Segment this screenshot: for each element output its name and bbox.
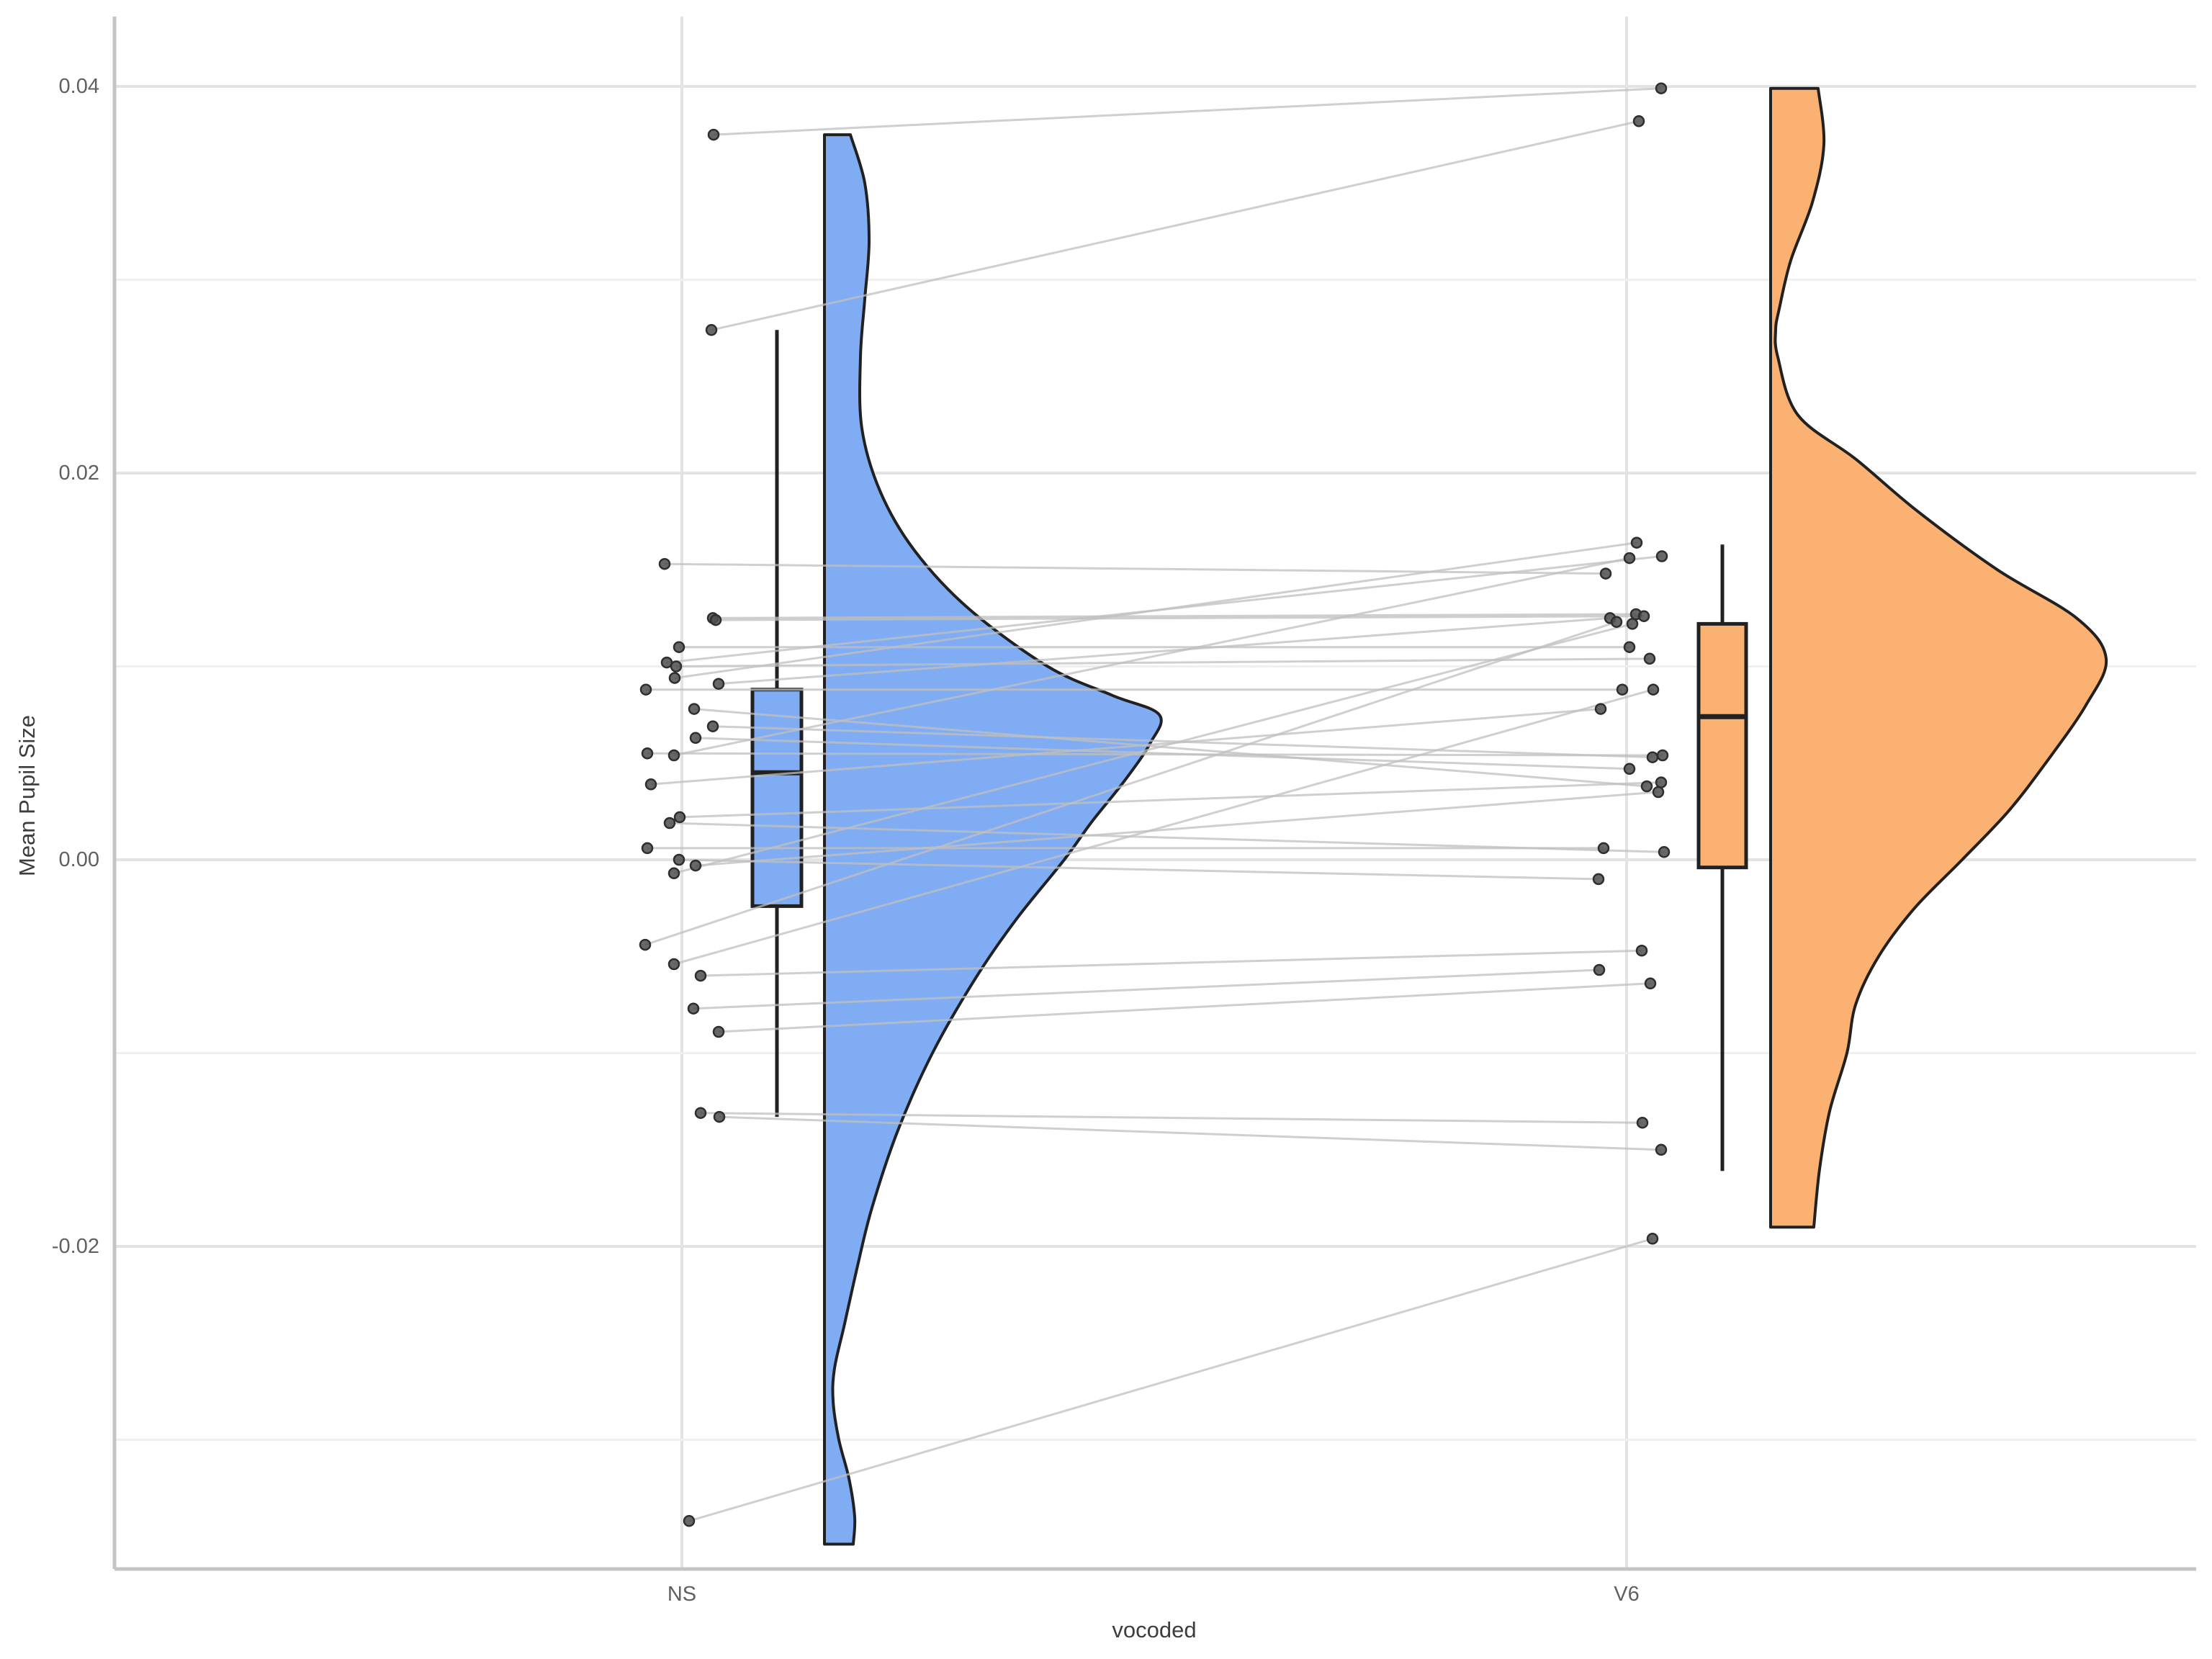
- point-v6: [1636, 1116, 1649, 1129]
- point-ns: [687, 1002, 700, 1015]
- point-v6: [1610, 616, 1623, 628]
- y-tick-label-neg-0-02: -0.02: [51, 1235, 99, 1258]
- point-v6: [1640, 780, 1653, 793]
- point-v6: [1655, 550, 1668, 562]
- pair-line: [718, 982, 1651, 1033]
- y-axis-title: Mean Pupil Size: [14, 714, 40, 877]
- point-ns: [713, 1110, 726, 1123]
- point-v6: [1623, 641, 1636, 653]
- point-v6: [1626, 618, 1639, 630]
- pair-line: [712, 613, 1637, 619]
- pair-line: [664, 562, 1606, 575]
- point-ns: [670, 660, 683, 673]
- point-ns: [688, 703, 701, 715]
- pair-line: [675, 657, 1650, 667]
- point-v6: [1597, 842, 1610, 855]
- pair-line: [713, 87, 1662, 136]
- point-ns: [689, 732, 702, 745]
- point-v6: [1635, 944, 1648, 957]
- point-ns: [644, 778, 657, 791]
- point-ns: [673, 641, 685, 653]
- point-ns: [639, 683, 652, 696]
- point-ns: [712, 1025, 725, 1038]
- pair-line: [711, 120, 1640, 331]
- point-ns: [639, 938, 652, 951]
- box-v6: [1696, 621, 1748, 870]
- point-v6: [1658, 846, 1671, 858]
- pair-line: [673, 557, 1630, 757]
- pair-line: [650, 708, 1601, 786]
- x-axis-title: vocoded: [1112, 1617, 1197, 1642]
- point-ns: [641, 842, 654, 855]
- pair-line: [693, 968, 1600, 1010]
- point-ns: [673, 811, 686, 824]
- point-v6: [1637, 610, 1650, 622]
- x-tick-label-v6: V6: [1614, 1583, 1640, 1606]
- point-v6: [1616, 683, 1629, 696]
- point-v6: [1594, 703, 1607, 715]
- pair-line: [673, 688, 1654, 966]
- point-ns: [667, 867, 680, 880]
- point-ns: [706, 720, 719, 732]
- point-v6: [1647, 683, 1660, 696]
- point-v6: [1592, 873, 1605, 886]
- point-v6: [1646, 751, 1659, 763]
- point-v6: [1655, 82, 1668, 94]
- point-ns: [667, 749, 680, 762]
- point-ns: [705, 324, 718, 336]
- point-v6: [1655, 776, 1668, 788]
- point-ns: [712, 678, 725, 690]
- box-ns: [750, 688, 804, 908]
- pair-line: [695, 791, 1659, 867]
- pair-line: [674, 541, 1637, 680]
- point-v6: [1644, 977, 1657, 990]
- pair-line: [644, 621, 1617, 946]
- pair-line: [647, 752, 1663, 757]
- point-v6: [1632, 115, 1645, 127]
- point-ns: [673, 853, 685, 866]
- pair-line: [715, 615, 1645, 621]
- pair-line: [678, 858, 1599, 881]
- pair-line: [673, 622, 1633, 875]
- point-ns: [694, 1107, 707, 1119]
- point-v6: [1630, 536, 1643, 549]
- point-ns: [658, 557, 671, 570]
- pair-line: [679, 781, 1662, 819]
- pair-line: [688, 1237, 1653, 1522]
- y-tick-label-0-02: 0.02: [58, 462, 99, 485]
- point-v6: [1643, 652, 1656, 665]
- point-ns: [709, 613, 722, 626]
- violin-v6: [1769, 86, 2108, 1229]
- point-v6: [1652, 786, 1665, 799]
- x-tick-label-ns: NS: [667, 1583, 697, 1606]
- pair-line: [700, 949, 1642, 977]
- point-ns: [694, 969, 707, 982]
- point-ns: [707, 128, 720, 141]
- point-ns: [683, 1515, 696, 1527]
- pair-line: [693, 708, 1647, 788]
- pair-line: [718, 616, 1611, 685]
- point-v6: [1656, 749, 1669, 762]
- point-v6: [1646, 1233, 1659, 1245]
- point-v6: [1623, 552, 1636, 565]
- y-tick-label-0-00: 0.00: [58, 848, 99, 871]
- y-tick-label-0-04: 0.04: [58, 75, 99, 98]
- point-ns: [689, 859, 702, 872]
- point-ns: [667, 958, 680, 971]
- pair-line: [700, 1112, 1643, 1124]
- point-ns: [641, 747, 654, 760]
- point-v6: [1623, 763, 1636, 775]
- point-v6: [1655, 1143, 1668, 1156]
- point-v6: [1593, 963, 1606, 976]
- point-ns: [663, 817, 676, 830]
- point-v6: [1599, 567, 1612, 580]
- pair-line: [719, 1115, 1662, 1151]
- violin-ns: [823, 133, 1163, 1546]
- point-ns: [668, 672, 681, 684]
